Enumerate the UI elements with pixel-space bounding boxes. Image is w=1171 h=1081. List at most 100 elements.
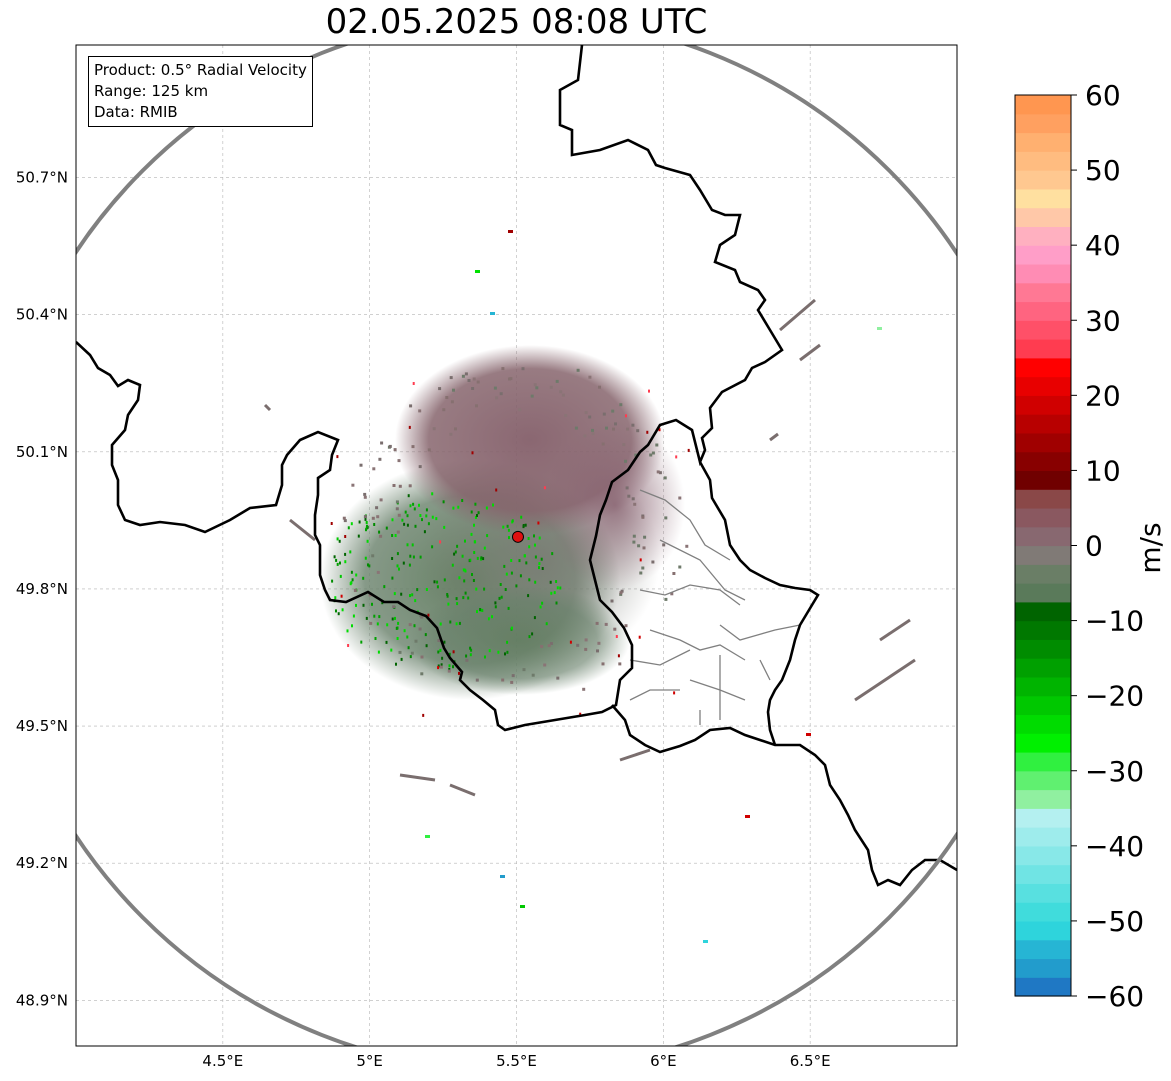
echo-pixel xyxy=(556,676,560,680)
echo-pixel xyxy=(574,426,578,430)
product-info-box: Product: 0.5° Radial Velocity Range: 125… xyxy=(88,56,313,127)
echo-pixel xyxy=(583,434,587,438)
echo-pixel xyxy=(443,578,446,582)
echo-pixel xyxy=(395,507,399,511)
echo-pixel xyxy=(637,544,641,548)
echo-pixel xyxy=(632,534,636,538)
echo-pixel xyxy=(420,655,424,659)
colorbar-tick-label-6: 0 xyxy=(1085,530,1103,563)
echo-pixel xyxy=(510,626,513,630)
echo-pixel xyxy=(588,375,592,379)
echo-pixel xyxy=(363,492,367,496)
echo-pixel xyxy=(498,596,501,600)
echo-pixel xyxy=(423,530,426,534)
echo-pixel xyxy=(443,640,446,644)
colorbar-segment-43 xyxy=(1015,170,1071,190)
echo-pixel xyxy=(464,569,467,573)
echo-pixel xyxy=(447,669,451,673)
echo-pixel xyxy=(398,650,402,654)
echo-pixel xyxy=(406,514,409,518)
echo-pixel xyxy=(555,580,558,583)
lon-tick-label-0: 4.5°E xyxy=(202,1052,243,1070)
colorbar-tick-label-5: 10 xyxy=(1085,454,1121,487)
echo-pixel xyxy=(463,579,466,583)
echo-pixel xyxy=(648,389,650,393)
echo-pixel xyxy=(458,671,460,675)
clutter-streak-2 xyxy=(854,658,916,702)
colorbar-tick-label-1: 50 xyxy=(1085,154,1121,187)
colorbar-segment-8 xyxy=(1015,827,1071,847)
echo-pixel xyxy=(627,494,631,498)
echo-pixel xyxy=(350,522,353,526)
echo-pixel xyxy=(438,387,442,391)
echo-pixel xyxy=(439,622,442,626)
echo-pixel xyxy=(501,367,505,371)
echo-pixel xyxy=(658,471,662,475)
colorbar-segment-22 xyxy=(1015,564,1071,584)
colorbar-segment-38 xyxy=(1015,263,1071,284)
echo-pixel xyxy=(344,560,347,564)
colorbar-segment-26 xyxy=(1015,489,1071,509)
echo-pixel xyxy=(454,550,457,554)
colorbar-segment-21 xyxy=(1015,583,1071,603)
echo-pixel xyxy=(461,374,465,378)
echo-pixel xyxy=(543,663,547,667)
echo-pixel xyxy=(508,377,511,381)
echo-pixel xyxy=(413,507,416,511)
echo-pixel xyxy=(535,386,539,390)
echo-pixel xyxy=(351,578,354,582)
echo-pixel xyxy=(349,582,352,586)
echo-pixel xyxy=(395,662,397,666)
echo-pixel xyxy=(398,567,400,571)
echo-pixel xyxy=(355,573,358,577)
echo-pixel xyxy=(472,377,476,381)
echo-pixel xyxy=(518,408,522,412)
echo-pixel xyxy=(605,426,608,430)
echo-pixel xyxy=(658,428,661,432)
lon-tick-label-4: 6.5°E xyxy=(790,1052,831,1070)
echo-pixel xyxy=(349,550,352,554)
echo-pixel xyxy=(397,513,401,517)
echo-pixel xyxy=(448,664,451,668)
echo-pixel xyxy=(591,428,594,432)
echo-pixel xyxy=(373,523,376,526)
border-layer xyxy=(76,45,957,887)
echo-pixel xyxy=(408,425,411,429)
colorbar-segment-45 xyxy=(1015,132,1071,152)
echo-pixel xyxy=(437,666,440,670)
colorbar-segment-33 xyxy=(1015,357,1071,378)
echo-pixel xyxy=(642,546,646,550)
isolated-echo-2 xyxy=(508,230,513,233)
clutter-streak-9 xyxy=(769,432,779,442)
echo-pixel xyxy=(371,516,375,520)
echo-pixel xyxy=(569,640,572,644)
echo-pixel xyxy=(400,592,403,596)
echo-pixel xyxy=(470,510,473,514)
echo-pixel xyxy=(456,602,459,606)
echo-pixel xyxy=(540,557,543,561)
colorbar-segment-37 xyxy=(1015,282,1071,303)
echo-pixel xyxy=(419,555,422,559)
lat-tick-label-3: 49.8°N xyxy=(16,580,68,598)
colorbar-segment-13 xyxy=(1015,733,1071,753)
echo-pixel xyxy=(374,637,377,640)
echo-pixel xyxy=(338,539,341,543)
echo-pixel xyxy=(439,540,442,544)
echo-pixel xyxy=(541,601,544,605)
echo-pixel xyxy=(330,522,333,525)
echo-pixel xyxy=(450,400,454,404)
echo-pixel xyxy=(618,662,622,666)
colorbar-segment-9 xyxy=(1015,808,1071,828)
longitude-tick-labels: 4.5°E 5°E 5.5°E 6°E 6.5°E xyxy=(202,1052,830,1070)
echo-pixel xyxy=(476,514,478,517)
echo-pixel xyxy=(414,639,418,643)
echo-pixel xyxy=(541,567,544,570)
echo-pixel xyxy=(396,564,399,568)
echo-pixel xyxy=(343,519,347,523)
echo-pixel xyxy=(336,455,339,459)
echo-pixel xyxy=(538,566,540,570)
colorbar-segment-19 xyxy=(1015,620,1071,640)
echo-pixel xyxy=(386,623,389,627)
echo-pixel xyxy=(649,453,653,457)
echo-pixel xyxy=(414,599,417,603)
